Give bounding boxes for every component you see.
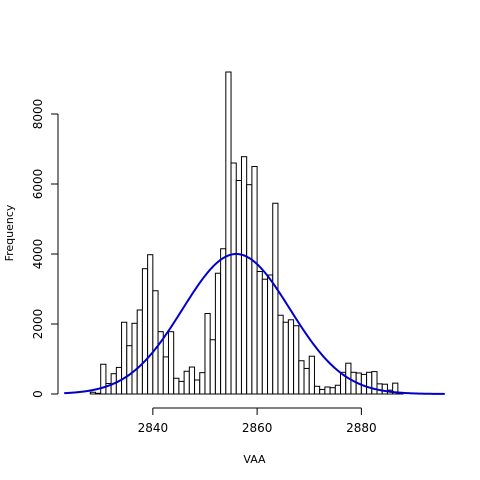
- histogram-bar: [183, 370, 190, 395]
- histogram-bar: [220, 248, 227, 395]
- histogram-bar: [147, 254, 154, 395]
- histogram-bar: [131, 322, 138, 395]
- x-axis-label: VAA: [243, 453, 266, 466]
- x-axis: 2840 2860 2880: [138, 407, 377, 435]
- y-tick-label: 8000: [31, 99, 45, 130]
- histogram-bar: [371, 371, 378, 395]
- histogram-bar: [230, 162, 237, 395]
- histogram-bar: [214, 272, 222, 395]
- histogram-bar: [298, 360, 305, 395]
- histogram-bar: [329, 387, 336, 395]
- histogram-bar: [246, 184, 253, 395]
- histogram-bar: [251, 166, 258, 395]
- x-tick-label: 2880: [346, 421, 377, 435]
- histogram-bar: [334, 384, 342, 395]
- histogram-bars: [89, 71, 404, 395]
- histogram-bar: [225, 71, 232, 395]
- histogram-bar: [308, 355, 315, 395]
- histogram-bar: [204, 313, 211, 395]
- histogram-bar: [188, 366, 196, 395]
- histogram-bar: [162, 356, 169, 395]
- histogram-bar: [100, 363, 107, 395]
- y-axis-label: Frequency: [3, 204, 16, 261]
- histogram-bar: [94, 392, 102, 395]
- histogram-bar: [173, 377, 180, 395]
- histogram-bar: [272, 202, 279, 395]
- histogram-bar: [136, 309, 143, 395]
- histogram-bar: [256, 271, 263, 395]
- x-tick-label: 2840: [138, 421, 169, 435]
- histogram-bar: [313, 385, 321, 395]
- y-axis: 0 2000 4000 6000 8000: [31, 99, 59, 398]
- histogram-bar: [240, 156, 248, 395]
- x-tick-label: 2860: [242, 421, 273, 435]
- histogram-bar: [199, 372, 206, 395]
- histogram-bar: [126, 345, 133, 395]
- histogram-bar: [194, 379, 201, 395]
- histogram-bar: [282, 321, 289, 395]
- histogram-bar: [392, 382, 399, 395]
- histogram-bar: [235, 180, 242, 395]
- y-tick-label: 6000: [31, 169, 45, 200]
- histogram-bar: [261, 278, 269, 395]
- y-tick-label: 2000: [31, 309, 45, 340]
- histogram-bar: [277, 314, 284, 395]
- y-tick-label: 0: [31, 390, 45, 398]
- histogram-bar: [324, 386, 331, 395]
- histogram-bar: [293, 325, 300, 395]
- histogram-bar: [209, 339, 216, 395]
- histogram-bar: [167, 331, 175, 395]
- histogram-bar: [267, 274, 274, 395]
- histogram-bar: [178, 380, 185, 395]
- histogram-bar: [381, 383, 388, 395]
- histogram-bar: [141, 268, 149, 395]
- histogram-bar: [121, 321, 128, 395]
- histogram-bar: [319, 388, 326, 395]
- histogram-bar: [287, 319, 295, 395]
- histogram-bar: [303, 367, 310, 395]
- histogram-bar: [366, 371, 373, 395]
- histogram-bar: [152, 290, 159, 395]
- normal-curve: [64, 253, 445, 395]
- y-tick-label: 4000: [31, 239, 45, 270]
- histogram-bar: [89, 391, 96, 395]
